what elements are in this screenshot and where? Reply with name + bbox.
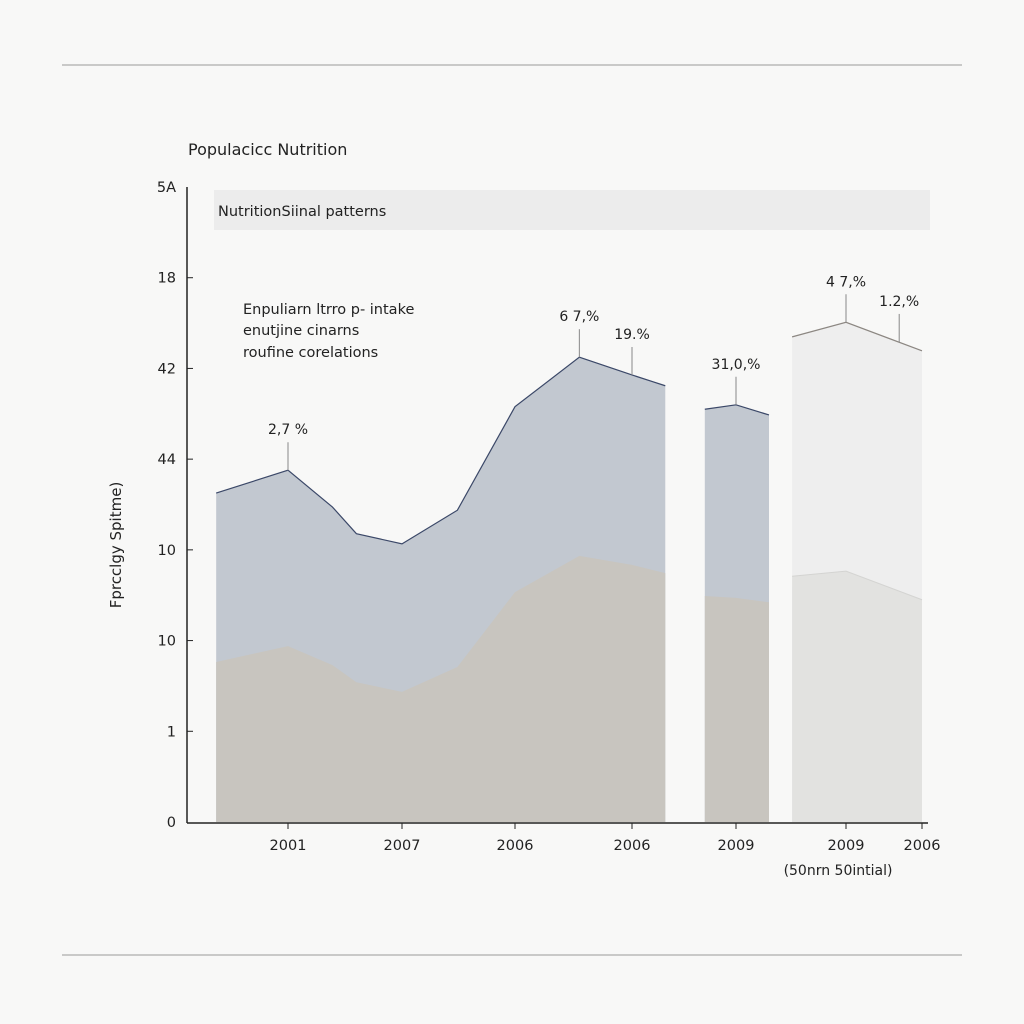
lower-line-segment-3 <box>792 570 923 601</box>
y-axis-label: Fprcclgy Spitme) <box>107 482 125 609</box>
data-label: 1.2,% <box>879 294 919 310</box>
x-tick-label: 2006 <box>497 838 534 854</box>
x-tick-label: 2009 <box>718 838 755 854</box>
y-tick-label: 1 <box>167 724 176 740</box>
x-tick-label: 2006 <box>904 838 941 854</box>
data-labels: 2,7 % 6 7,% 19.% 31,0,% 4 7,% 1.2,% <box>268 274 919 471</box>
data-label: 31,0,% <box>712 357 761 373</box>
lower-area-segment-2 <box>704 595 769 822</box>
x-tick-label: 2006 <box>614 838 651 854</box>
plot-areas <box>215 321 923 822</box>
x-ticks: 2001 2007 2006 2006 2009 2009 2006 <box>270 823 941 854</box>
lower-area-segment-3 <box>792 571 922 822</box>
x-axis-label: (50nrn 50intial) <box>784 863 893 879</box>
x-tick-label: 2001 <box>270 838 307 854</box>
annotation-line-1: Enpuliarn ltrro p- intake <box>243 302 414 318</box>
upper-line-segment-1 <box>215 356 666 545</box>
y-tick-label: 42 <box>158 361 176 377</box>
annotation-line-3: roufine corelations <box>243 345 378 361</box>
x-tick-label: 2009 <box>828 838 865 854</box>
data-label: 19.% <box>614 327 650 343</box>
data-label: 4 7,% <box>826 274 866 290</box>
y-tick-label: 18 <box>158 271 176 287</box>
y-tick-label: 5A <box>157 180 176 196</box>
data-label: 6 7,% <box>559 309 599 325</box>
y-tick-label: 44 <box>158 452 176 468</box>
data-label: 2,7 % <box>268 422 308 438</box>
chart-title: Populacicc Nutrition <box>188 140 347 159</box>
y-tick-label: 10 <box>158 543 176 559</box>
x-tick-label: 2007 <box>384 838 421 854</box>
y-tick-label: 0 <box>167 815 176 831</box>
subtitle-banner <box>214 190 930 230</box>
y-tick-label: 10 <box>158 634 176 650</box>
annotation-line-2: enutjine cinarns <box>243 323 359 339</box>
y-ticks: 0 1 10 10 44 42 18 5A <box>157 180 193 831</box>
chart-subtitle: NutritionSiinal patterns <box>218 204 386 220</box>
lower-area-segment-1 <box>216 555 666 822</box>
